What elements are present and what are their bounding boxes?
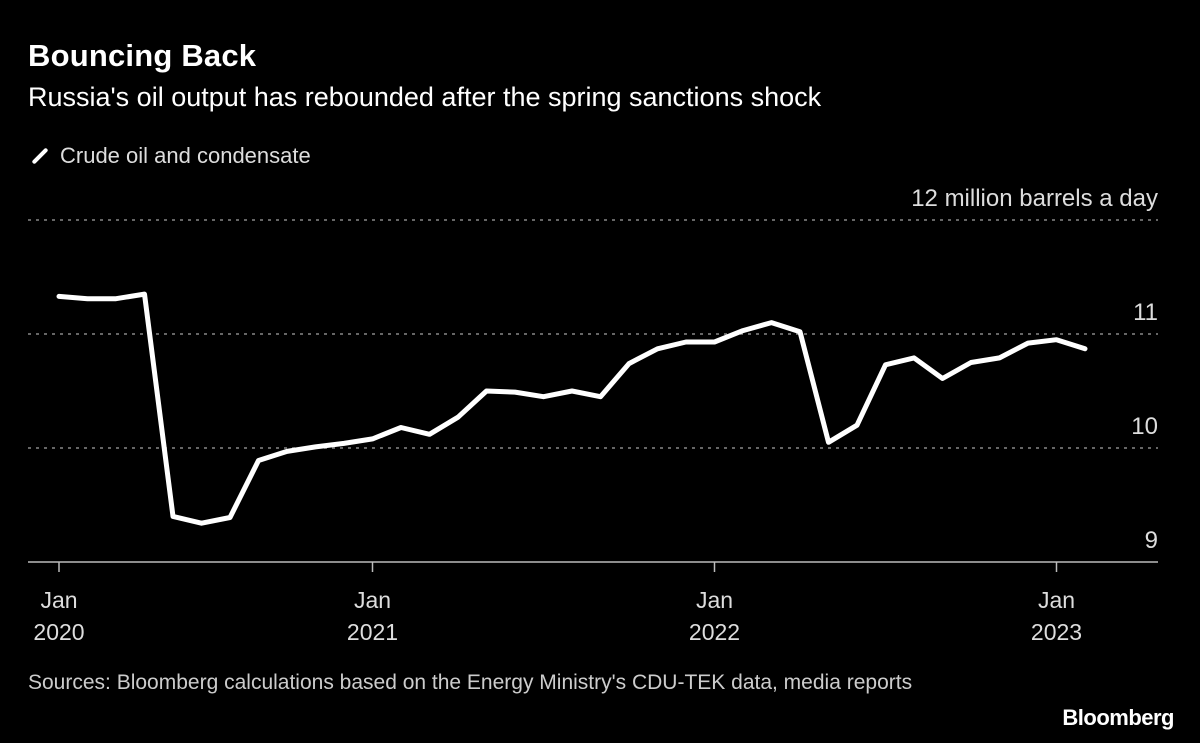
x-tick-month: Jan [1038, 587, 1075, 613]
x-tick-month: Jan [696, 587, 733, 613]
bloomberg-logo: Bloomberg [1062, 705, 1174, 730]
legend: Crude oil and condensate [30, 143, 311, 169]
y-tick-label: 10 [1131, 413, 1158, 440]
legend-label: Crude oil and condensate [60, 143, 311, 168]
x-tick-year: 2021 [347, 619, 398, 645]
x-tick-month: Jan [354, 587, 391, 613]
x-tick-year: 2022 [689, 619, 740, 645]
y-tick-label: 11 [1133, 299, 1158, 326]
y-tick-label: 12 million barrels a day [911, 185, 1158, 212]
source-note: Sources: Bloomberg calculations based on… [28, 671, 913, 694]
x-tick-year: 2023 [1031, 619, 1082, 645]
y-tick-label: 9 [1145, 527, 1158, 554]
chart-title: Bouncing Back [28, 38, 257, 73]
x-tick-month: Jan [40, 587, 77, 613]
chart-subtitle: Russia's oil output has rebounded after … [28, 82, 822, 112]
x-tick-year: 2020 [33, 619, 84, 645]
series-line-crude-oil [56, 291, 1088, 526]
